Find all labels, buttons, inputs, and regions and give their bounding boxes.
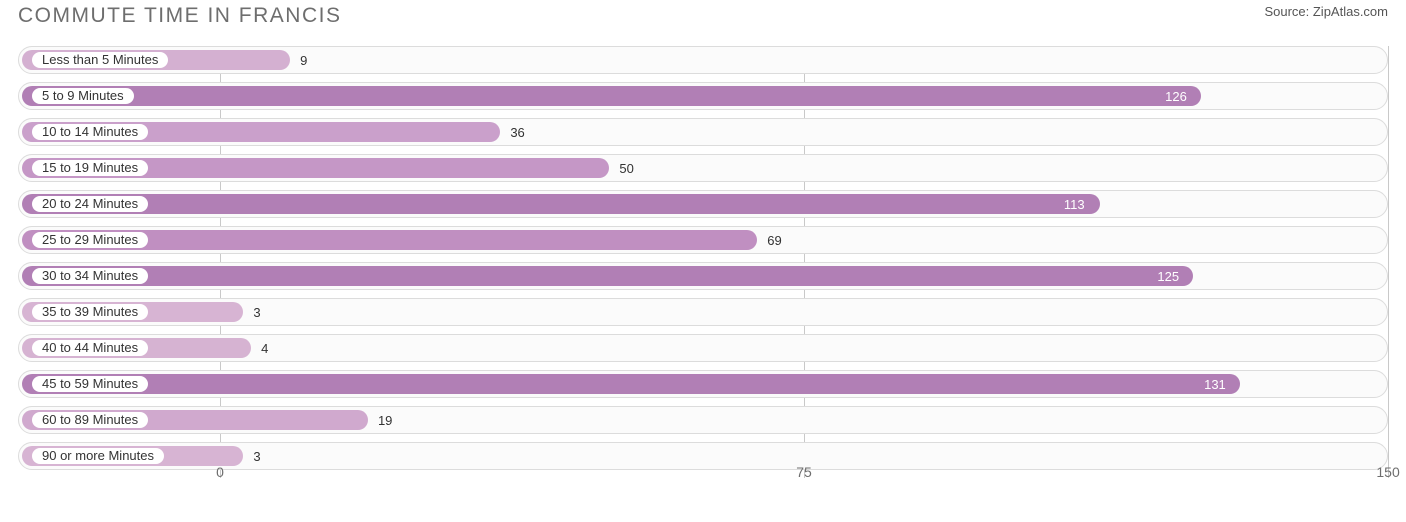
x-axis: 075150 <box>18 462 1388 484</box>
bar-fill <box>22 86 1201 106</box>
bar-value-label: 126 <box>1165 89 1187 104</box>
x-axis-tick: 150 <box>1376 464 1399 480</box>
chart-header: COMMUTE TIME IN FRANCIS Source: ZipAtlas… <box>18 0 1388 34</box>
bar-value-label: 4 <box>261 341 268 356</box>
bar-row: 25 to 29 Minutes 69 <box>18 226 1388 254</box>
chart-plot: Less than 5 Minutes 9 5 to 9 Minutes 126 10 … <box>18 46 1388 484</box>
bar-category-label: 5 to 9 Minutes <box>32 88 134 104</box>
chart-source: Source: ZipAtlas.com <box>1264 4 1388 19</box>
bar-value-label: 36 <box>510 125 524 140</box>
bar-row: 35 to 39 Minutes 3 <box>18 298 1388 326</box>
bar-category-label: 10 to 14 Minutes <box>32 124 148 140</box>
bar-value-label: 19 <box>378 413 392 428</box>
x-axis-tick: 75 <box>796 464 812 480</box>
commute-time-chart: COMMUTE TIME IN FRANCIS Source: ZipAtlas… <box>18 0 1388 522</box>
bar-value-label: 125 <box>1157 269 1179 284</box>
bar-category-label: 25 to 29 Minutes <box>32 232 148 248</box>
bar-value-label: 9 <box>300 53 307 68</box>
bar-category-label: 35 to 39 Minutes <box>32 304 148 320</box>
bar-category-label: 45 to 59 Minutes <box>32 376 148 392</box>
bar-category-label: 15 to 19 Minutes <box>32 160 148 176</box>
gridline <box>1388 46 1389 478</box>
x-axis-tick: 0 <box>216 464 224 480</box>
bar-category-label: 60 to 89 Minutes <box>32 412 148 428</box>
bar-row: Less than 5 Minutes 9 <box>18 46 1388 74</box>
bar-value-label: 50 <box>619 161 633 176</box>
bar-row: 10 to 14 Minutes 36 <box>18 118 1388 146</box>
bar-fill <box>22 374 1240 394</box>
bar-category-label: 20 to 24 Minutes <box>32 196 148 212</box>
chart-title: COMMUTE TIME IN FRANCIS <box>18 4 341 28</box>
chart-plot-area: Less than 5 Minutes 9 5 to 9 Minutes 126 10 … <box>18 34 1388 484</box>
bar-value-label: 113 <box>1064 197 1085 212</box>
bar-category-label: 30 to 34 Minutes <box>32 268 148 284</box>
bar-row: 20 to 24 Minutes 113 <box>18 190 1388 218</box>
source-prefix: Source: <box>1264 4 1312 19</box>
bar-row: 15 to 19 Minutes 50 <box>18 154 1388 182</box>
source-link[interactable]: ZipAtlas.com <box>1313 4 1388 19</box>
bar-category-label: 40 to 44 Minutes <box>32 340 148 356</box>
bar-row: 30 to 34 Minutes 125 <box>18 262 1388 290</box>
bar-row: 5 to 9 Minutes 126 <box>18 82 1388 110</box>
bar-fill <box>22 266 1193 286</box>
bar-row: 40 to 44 Minutes 4 <box>18 334 1388 362</box>
bar-row: 60 to 89 Minutes 19 <box>18 406 1388 434</box>
bar-value-label: 69 <box>767 233 781 248</box>
bar-value-label: 131 <box>1204 377 1226 392</box>
bar-fill <box>22 194 1100 214</box>
bar-row: 45 to 59 Minutes 131 <box>18 370 1388 398</box>
bar-category-label: Less than 5 Minutes <box>32 52 168 68</box>
bar-value-label: 3 <box>253 305 260 320</box>
